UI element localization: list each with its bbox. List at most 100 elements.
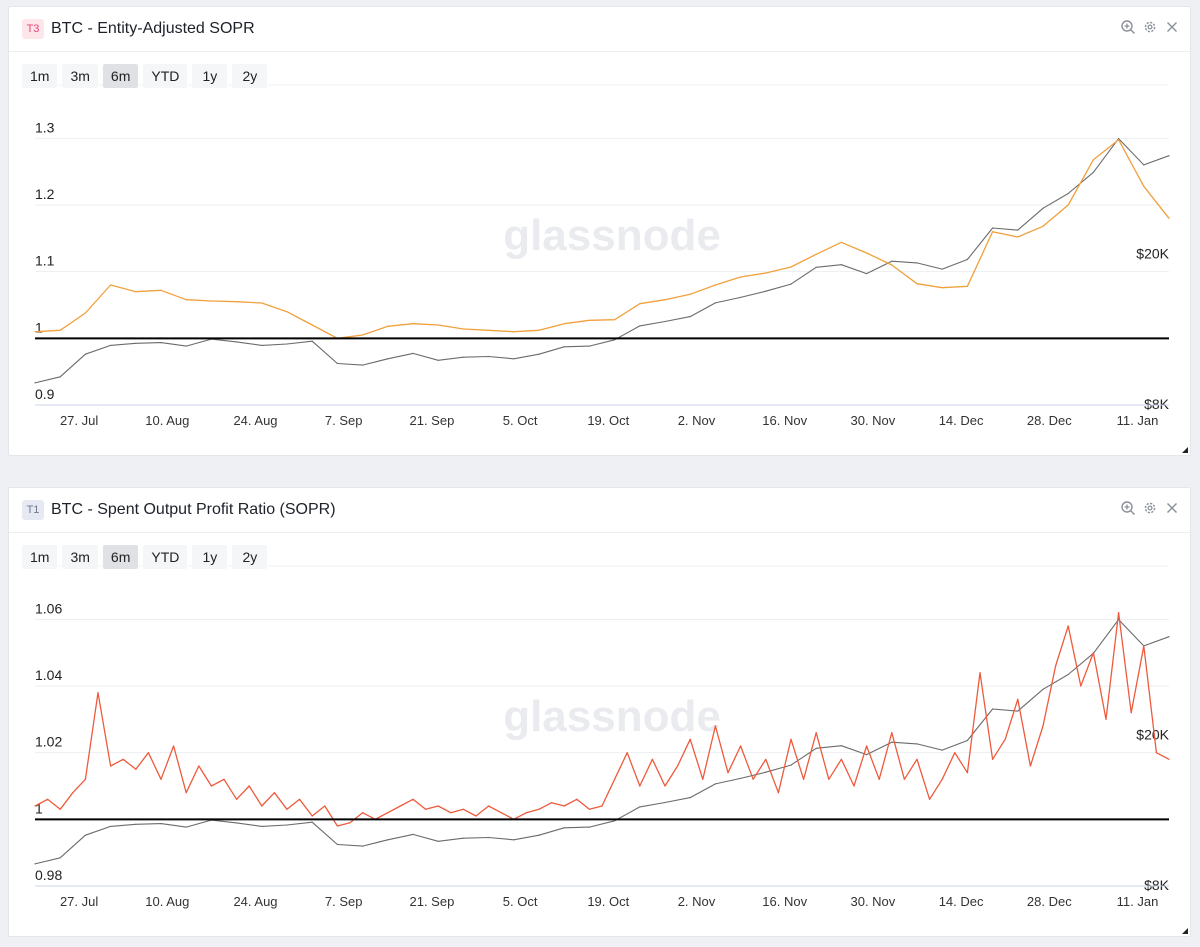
- data-point: [651, 758, 654, 760]
- y-tick-label: 0.9: [35, 386, 55, 402]
- data-point: [840, 758, 843, 760]
- data-point: [34, 805, 36, 807]
- data-point: [966, 285, 969, 287]
- data-point: [1168, 155, 1170, 157]
- data-point: [72, 792, 74, 794]
- range-selector: 1m 3m 6m YTD 1y 2y: [22, 64, 268, 88]
- x-tick-label: 24. Aug: [233, 894, 277, 909]
- data-point: [954, 752, 956, 754]
- y-tick-label: 1.04: [35, 667, 62, 683]
- data-point: [97, 692, 99, 694]
- data-point: [588, 826, 591, 828]
- range-1m-button[interactable]: 1m: [22, 545, 58, 569]
- y-tick-label: 1.2: [35, 186, 55, 202]
- data-point: [462, 356, 464, 358]
- data-point: [525, 812, 528, 814]
- range-1y-button[interactable]: 1y: [192, 64, 228, 88]
- data-point: [47, 798, 49, 800]
- data-point: [992, 231, 994, 233]
- data-point: [1042, 688, 1044, 690]
- data-point: [1055, 665, 1057, 667]
- range-ytd-button[interactable]: YTD: [143, 545, 188, 569]
- range-ytd-button[interactable]: YTD: [143, 64, 188, 88]
- close-icon[interactable]: [1164, 19, 1180, 35]
- data-point: [878, 778, 880, 780]
- data-point: [966, 772, 969, 774]
- data-point: [563, 827, 565, 829]
- data-point: [1092, 159, 1094, 161]
- zoom-in-icon[interactable]: [1120, 500, 1136, 516]
- data-point: [815, 732, 817, 734]
- range-2y-button[interactable]: 2y: [232, 545, 268, 569]
- data-point: [828, 778, 830, 780]
- range-6m-button[interactable]: 6m: [102, 545, 139, 569]
- data-point: [59, 857, 61, 859]
- zoom-in-icon[interactable]: [1120, 19, 1136, 35]
- range-3m-button[interactable]: 3m: [62, 64, 98, 88]
- chart-panel-sopr: 0.98 1 1.02 1.04 1.06 glassnode $8K $20K 27. Jul…: [8, 487, 1191, 937]
- y-right-tick-label: $20K: [1136, 246, 1169, 262]
- data-point: [160, 342, 162, 344]
- panel-title: BTC - Entity-Adjusted SOPR: [51, 20, 255, 37]
- data-point: [790, 283, 792, 285]
- data-point: [1118, 138, 1120, 140]
- range-1m-button[interactable]: 1m: [22, 64, 58, 88]
- data-point: [664, 320, 666, 323]
- gear-icon[interactable]: [1142, 500, 1158, 516]
- chart-spent-output-profit-ratio: 0.98 1 1.02 1.04 1.06 glassnode $8K $20K 27. Jul…: [34, 565, 1170, 909]
- data-point: [311, 324, 313, 326]
- series-line-sopr: [34, 139, 1170, 339]
- data-point: [286, 824, 288, 826]
- data-point: [488, 329, 490, 331]
- data-point: [286, 311, 288, 313]
- range-2y-button[interactable]: 2y: [232, 64, 268, 88]
- data-point: [236, 822, 238, 824]
- data-point: [387, 812, 389, 814]
- data-point: [488, 836, 490, 839]
- data-point: [740, 296, 742, 298]
- data-point: [412, 798, 414, 800]
- data-point: [664, 785, 666, 787]
- data-point: [387, 358, 389, 360]
- data-point: [362, 364, 364, 366]
- data-point: [135, 768, 137, 770]
- y-right-tick-label: $8K: [1144, 877, 1170, 893]
- data-point: [664, 299, 666, 301]
- data-point: [626, 752, 628, 754]
- x-tick-label: 7. Sep: [325, 413, 363, 428]
- data-point: [336, 825, 338, 827]
- range-3m-button[interactable]: 3m: [62, 545, 98, 569]
- data-point: [563, 323, 565, 325]
- data-point: [110, 825, 112, 827]
- data-point: [110, 284, 112, 286]
- data-point: [941, 749, 943, 751]
- close-icon[interactable]: [1164, 500, 1180, 516]
- gear-icon[interactable]: [1142, 19, 1158, 35]
- resize-handle[interactable]: [1182, 447, 1188, 453]
- panel-header: T3 BTC - Entity-Adjusted SOPR: [9, 7, 1190, 52]
- data-point: [185, 792, 187, 794]
- data-point: [513, 331, 515, 333]
- range-6m-button[interactable]: 6m: [102, 64, 139, 88]
- x-tick-label: 28. Dec: [1027, 894, 1072, 909]
- data-point: [664, 801, 666, 804]
- data-point: [1143, 185, 1145, 187]
- data-point: [916, 758, 918, 760]
- data-point: [639, 325, 641, 327]
- data-point: [588, 808, 591, 810]
- y-tick-label: 1.3: [35, 119, 55, 135]
- x-tick-label: 28. Dec: [1027, 413, 1072, 428]
- data-point: [1017, 710, 1019, 712]
- data-point: [702, 778, 704, 780]
- data-point: [727, 772, 729, 774]
- data-point: [689, 316, 691, 318]
- data-point: [1143, 645, 1145, 647]
- data-point: [689, 797, 691, 799]
- range-1y-button[interactable]: 1y: [192, 545, 228, 569]
- chart-entity-adjusted-sopr: 0.9 1 1.1 1.2 1.3 glassnode $8K $20K 27. Jul 10. …: [34, 84, 1170, 428]
- x-tick-label: 5. Oct: [503, 894, 538, 909]
- resize-handle[interactable]: [1182, 928, 1188, 934]
- x-tick-label: 30. Nov: [850, 894, 895, 909]
- data-point: [614, 339, 616, 341]
- data-point: [450, 812, 452, 814]
